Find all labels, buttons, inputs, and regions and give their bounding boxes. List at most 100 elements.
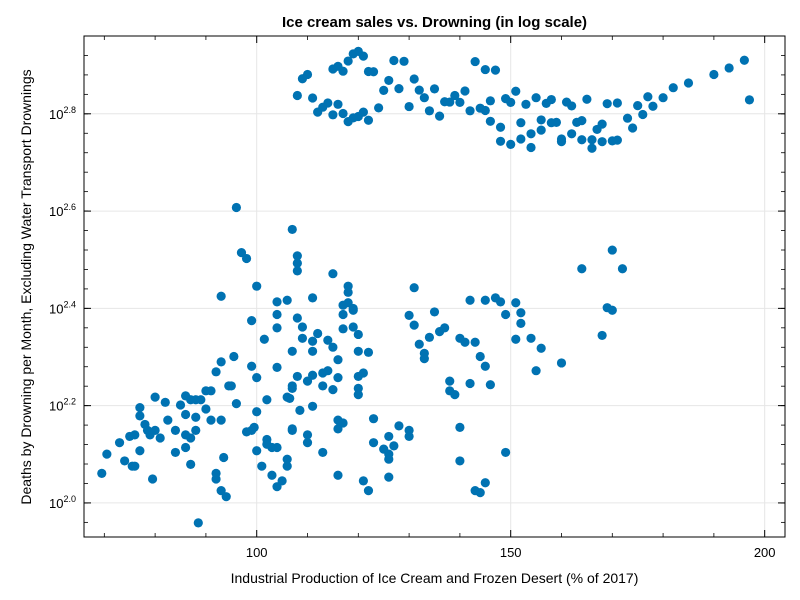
scatter-point <box>516 118 526 128</box>
scatter-point <box>302 69 313 80</box>
scatter-point <box>465 378 475 389</box>
scatter-point <box>526 142 536 153</box>
scatter-point <box>597 137 607 147</box>
scatter-point <box>633 100 643 111</box>
axis-ticks: 100 150 200 102.0 102.2 102.4 102.6 102.8 <box>49 36 785 560</box>
scatter-point <box>404 101 414 112</box>
scatter-point <box>323 98 333 108</box>
scatter-point <box>186 433 196 443</box>
scatter-point <box>150 425 160 435</box>
scatter-point <box>229 351 239 362</box>
scatter-point <box>607 245 617 255</box>
scatter-point <box>409 320 419 330</box>
scatter-point <box>186 459 196 470</box>
chart-title: Ice cream sales vs. Drowning (in log sca… <box>282 14 587 31</box>
scatter-point <box>252 372 262 383</box>
scatter-point <box>313 328 323 339</box>
scatter-point <box>160 397 170 407</box>
scatter-point <box>516 318 526 328</box>
scatter-point <box>465 295 475 305</box>
scatter-point <box>120 456 130 466</box>
scatter-point <box>404 310 414 320</box>
scatter-point <box>511 298 521 308</box>
scatter-point <box>211 367 221 377</box>
scatter-point <box>485 116 495 126</box>
scatter-point <box>587 135 597 145</box>
scatter-point <box>323 366 333 376</box>
scatter-point <box>353 346 363 356</box>
scatter-point <box>683 78 694 88</box>
scatter-point <box>531 93 541 103</box>
scatter-point <box>363 115 374 125</box>
scatter-point <box>495 297 506 307</box>
scatter-point <box>241 253 252 264</box>
scatter-point <box>617 264 628 274</box>
scatter-point <box>643 92 653 102</box>
scatter-point <box>363 347 374 357</box>
scatter-point <box>297 322 308 332</box>
scatter-point <box>475 488 485 498</box>
scatter-point <box>328 384 338 395</box>
scatter-point <box>338 418 348 428</box>
y-tick-label: 102.0 <box>49 494 76 511</box>
scatter-point <box>170 425 181 435</box>
scatter-point <box>272 323 282 333</box>
scatter-point <box>211 474 221 484</box>
scatter-point <box>221 492 231 502</box>
scatter-point <box>292 258 302 268</box>
scatter-point <box>399 56 409 66</box>
scatter-point <box>394 421 404 431</box>
scatter-point <box>307 346 318 356</box>
scatter-point <box>247 316 257 326</box>
scatter-point <box>282 461 292 471</box>
scatter-point <box>272 297 282 307</box>
scatter-point <box>526 129 536 139</box>
scatter-point <box>219 452 229 463</box>
scatter-point <box>465 106 475 116</box>
scatter-point <box>460 337 470 347</box>
data-points <box>97 46 755 528</box>
y-tick-label: 102.2 <box>49 397 76 414</box>
scatter-point <box>485 380 495 390</box>
scatter-point <box>389 441 399 451</box>
scatter-point <box>277 476 287 486</box>
scatter-point <box>257 461 267 471</box>
scatter-point <box>338 309 348 320</box>
scatter-point <box>135 403 145 413</box>
scatter-point <box>368 438 379 448</box>
scatter-point <box>470 56 480 67</box>
scatter-point <box>434 111 445 121</box>
scatter-point <box>592 124 602 135</box>
scatter-point <box>216 357 226 367</box>
scatter-point <box>282 295 292 305</box>
scatter-point <box>587 143 597 153</box>
scatter-point <box>384 449 394 459</box>
scatter-point <box>97 468 107 478</box>
scatter-point <box>318 381 328 391</box>
scatter-point <box>556 358 567 368</box>
scatter-point <box>180 442 191 453</box>
scatter-point <box>424 106 435 116</box>
scatter-point <box>480 64 490 75</box>
scatter-point <box>658 93 668 103</box>
scatter-point <box>297 333 308 343</box>
scatter-point <box>206 386 216 396</box>
x-tick-label: 200 <box>754 545 776 560</box>
scatter-point <box>363 486 374 496</box>
scatter-point <box>470 337 480 347</box>
scatter-point <box>216 486 226 496</box>
scatter-point <box>709 69 719 80</box>
scatter-point <box>480 295 490 305</box>
scatter-point <box>175 400 186 410</box>
scatter-point <box>526 333 536 343</box>
scatter-point <box>521 99 531 109</box>
scatter-point <box>338 108 348 119</box>
scatter-point <box>495 122 506 132</box>
scatter-point <box>307 93 318 103</box>
scatter-point <box>282 454 292 464</box>
scatter-point <box>516 134 526 144</box>
scatter-point <box>323 335 333 345</box>
scatter-point <box>287 383 297 393</box>
scatter-point <box>607 136 617 146</box>
